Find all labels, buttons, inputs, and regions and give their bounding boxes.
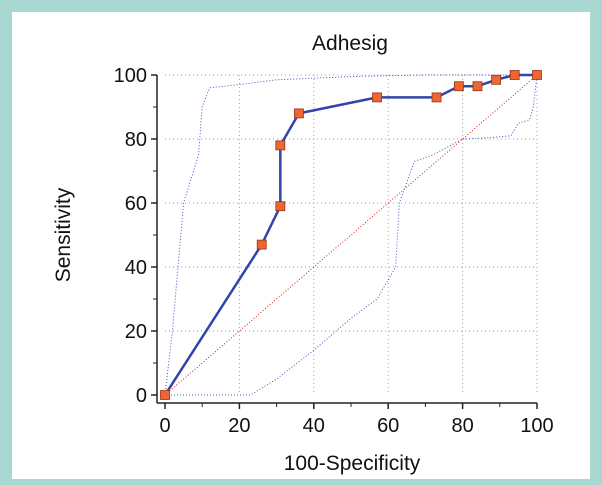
x-axis-label: 100-Specificity: [284, 452, 421, 475]
roc-point: [431, 92, 442, 103]
series: [160, 70, 542, 400]
x-tick-label: 40: [303, 415, 325, 437]
y-tick-label: 80: [125, 129, 147, 151]
x-tick-label: 100: [520, 415, 553, 437]
y-tick-label: 100: [114, 65, 147, 87]
roc-point: [509, 70, 520, 80]
y-tick-label: 60: [125, 193, 147, 215]
roc-point: [275, 201, 286, 212]
roc-point: [532, 70, 542, 80]
roc-point: [294, 108, 304, 119]
roc-point: [275, 140, 286, 151]
x-tick-label: 0: [159, 415, 170, 437]
roc-point: [160, 390, 170, 400]
axes: [151, 74, 538, 409]
x-tick-label: 60: [377, 415, 399, 437]
roc-point: [472, 81, 483, 92]
y-tick-label: 20: [125, 321, 147, 343]
y-tick-label: 0: [136, 385, 147, 407]
y-axis-label: Sensitivity: [52, 187, 75, 282]
y-tick-label: 40: [125, 257, 147, 279]
tick-labels: 0 20 40 60 80 100 0 20 40 60 80 100: [114, 65, 554, 437]
grid-lines: [165, 74, 538, 395]
roc-point: [491, 74, 501, 85]
x-tick-label: 20: [228, 415, 250, 437]
lower-confidence-bound-line: [165, 74, 538, 396]
reference-diagonal-line: [164, 74, 538, 396]
roc-point: [256, 239, 267, 250]
x-tick-label: 80: [451, 415, 473, 437]
roc-point: [453, 81, 464, 92]
roc-point: [372, 92, 382, 103]
chart-title: Adhesig: [312, 32, 388, 55]
